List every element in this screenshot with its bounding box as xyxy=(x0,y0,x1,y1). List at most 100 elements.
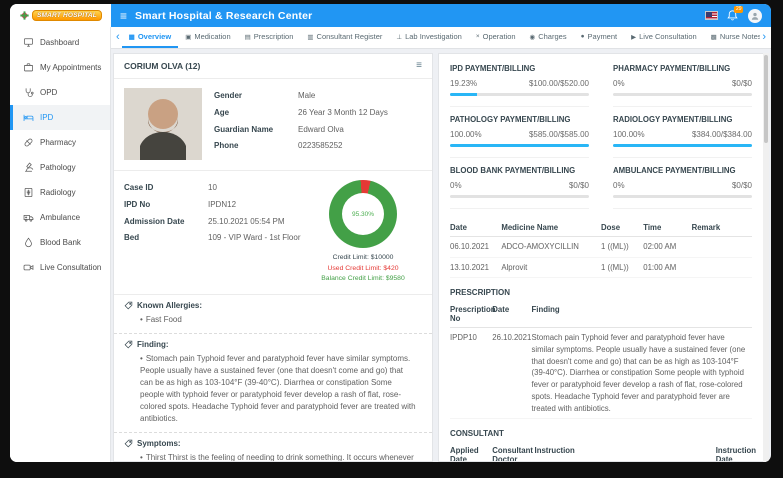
progress-bar xyxy=(450,195,589,198)
progress-bar xyxy=(613,195,752,198)
vertical-scrollbar[interactable] xyxy=(763,53,769,462)
tab-medication[interactable]: ▣ Medication xyxy=(185,32,231,41)
progress-bar xyxy=(613,144,752,147)
billing-summary-panel: IPD PAYMENT/BILLING 19.23% $100.00/$520.0… xyxy=(438,53,769,462)
billing-percent: 0% xyxy=(613,79,625,88)
ipd-no-value: IPDN12 xyxy=(208,199,237,209)
sidebar-item-ipd[interactable]: IPD xyxy=(10,105,110,130)
medication-row: 13.10.2021 Alprovit 1 ((ML)) 01:00 AM xyxy=(450,257,752,279)
billing-card-pathology: PATHOLOGY PAYMENT/BILLING 100.00% $585.00… xyxy=(450,113,589,158)
prescription-section-title: PRESCRIPTION xyxy=(450,288,511,298)
billing-card-blood-bank: BLOOD BANK PAYMENT/BILLING 0% $0/$0 xyxy=(450,164,589,209)
tab-nurse-notes[interactable]: ▩ Nurse Notes xyxy=(710,32,761,41)
tab-charges[interactable]: ◉ Charges xyxy=(529,32,567,41)
finding-text: Stomach pain Typhoid fever and paratypho… xyxy=(140,353,416,423)
sidebar-toggle-icon[interactable]: ≡ xyxy=(120,8,128,23)
patient-name: CORIUM OLVA (12) xyxy=(124,61,201,71)
sidebar-item-radiology[interactable]: Radiology xyxy=(10,180,110,205)
tabs-scroll-left[interactable]: ‹ xyxy=(116,31,120,43)
medication-row: 06.10.2021 ADCO-AMOXYCILLIN 1 ((ML)) 02:00 … xyxy=(450,236,752,258)
tab-payment[interactable]: ● Payment xyxy=(580,32,618,41)
sidebar-item-pathology[interactable]: Pathology xyxy=(10,155,110,180)
sidebar-item-live-consultation[interactable]: Live Consultation xyxy=(10,255,110,280)
billing-percent: 0% xyxy=(450,181,462,190)
medication-table: Date Medicine Name Dose Time Remark 06.1… xyxy=(450,219,752,279)
symptoms-text: Thirst Thirst is the feeling of needing … xyxy=(145,452,414,462)
user-avatar[interactable] xyxy=(748,8,762,23)
consultant-register-icon: ▥ xyxy=(307,33,314,41)
patient-tabs: ‹ ▦ Overview ▣ Medication ▤ Prescription ▥ C… xyxy=(111,27,771,49)
logo[interactable]: SMART HOSPITAL xyxy=(10,4,111,27)
tabs-strip: ▦ Overview ▣ Medication ▤ Prescription ▥ Con… xyxy=(121,27,761,48)
sidebar: Dashboard My Appointments OPD IPD Pharma… xyxy=(10,27,111,462)
user-icon xyxy=(751,12,759,20)
header-bar: ≡ Smart Hospital & Research Center 29 xyxy=(111,4,771,27)
tab-operation[interactable]: × Operation xyxy=(475,32,516,41)
microscope-icon xyxy=(23,162,34,173)
sidebar-item-my-appointments[interactable]: My Appointments xyxy=(10,55,110,80)
guardian-value: Edward Olva xyxy=(298,124,344,134)
card-menu-icon[interactable]: ≡ xyxy=(416,60,422,71)
ambulance-icon xyxy=(23,212,34,223)
patient-photo xyxy=(124,88,202,160)
credit-summary: Credit Limit: $10000 Used Credit Limit: … xyxy=(321,253,405,285)
tab-overview[interactable]: ▦ Overview xyxy=(121,27,179,48)
tabs-scroll-right[interactable]: › xyxy=(762,31,766,43)
credit-donut-chart: 95.30% xyxy=(329,180,397,248)
admission-date-value: 25.10.2021 05:54 PM xyxy=(208,216,285,226)
billing-card-ipd: IPD PAYMENT/BILLING 19.23% $100.00/$520.0… xyxy=(450,62,589,107)
billing-amount: $0/$0 xyxy=(731,181,752,190)
payment-icon: ● xyxy=(580,33,585,40)
sidebar-item-blood-bank[interactable]: Blood Bank xyxy=(10,230,110,255)
gender-value: Male xyxy=(298,91,316,100)
overview-icon: ▦ xyxy=(128,33,135,41)
sidebar-item-ambulance[interactable]: Ambulance xyxy=(10,205,110,230)
tab-prescription[interactable]: ▤ Prescription xyxy=(244,32,294,41)
finding-section: Finding: • Stomach pain Typhoid fever and… xyxy=(114,334,432,433)
dashboard-icon xyxy=(23,37,34,48)
billing-percent: 19.23% xyxy=(450,79,478,88)
allergy-text: Fast Food xyxy=(145,314,182,324)
tab-live-consultation[interactable]: ▶ Live Consultation xyxy=(631,32,697,41)
case-id-value: 10 xyxy=(208,183,217,192)
tag-icon xyxy=(124,439,133,448)
billing-card-radiology: RADIOLOGY PAYMENT/BILLING 100.00% $384.00… xyxy=(613,113,752,158)
symptoms-section: Symptoms: • Thirst Thirst is the feeling … xyxy=(114,433,432,462)
lab-investigation-icon: ⊥ xyxy=(396,33,403,41)
prescription-icon: ▤ xyxy=(244,33,251,41)
language-flag-icon[interactable] xyxy=(705,11,718,20)
operation-icon: × xyxy=(475,33,480,40)
video-camera-icon xyxy=(23,262,34,273)
hospital-cross-icon xyxy=(19,10,30,21)
prescription-row: IPDP10 26.10.2021 Stomach pain Typhoid fev… xyxy=(450,327,752,420)
stethoscope-icon xyxy=(23,87,34,98)
used-credit-limit: Used Credit Limit: $420 xyxy=(327,264,399,272)
tab-lab-investigation[interactable]: ⊥ Lab Investigation xyxy=(396,32,462,41)
notifications-button[interactable]: 29 xyxy=(726,5,743,23)
progress-bar xyxy=(613,93,752,96)
xray-icon xyxy=(23,187,34,198)
billing-card-pharmacy: PHARMACY PAYMENT/BILLING 0% $0/$0 xyxy=(613,62,752,107)
briefcase-icon xyxy=(23,62,34,73)
progress-bar xyxy=(450,144,589,147)
logo-text: SMART HOSPITAL xyxy=(32,10,102,21)
billing-amount: $0/$0 xyxy=(731,79,752,88)
billing-percent: 100.00% xyxy=(613,130,645,139)
tag-icon xyxy=(124,340,133,349)
billing-card-ambulance: AMBULANCE PAYMENT/BILLING 0% $0/$0 xyxy=(613,164,752,209)
patient-overview-card: CORIUM OLVA (12) ≡ Gender Male Age 26 Ye xyxy=(113,53,433,462)
balance-credit-limit: Balance Credit Limit: $9580 xyxy=(321,275,405,283)
app-window: SMART HOSPITAL ≡ Smart Hospital & Resear… xyxy=(10,4,771,462)
blood-drop-icon xyxy=(23,237,34,248)
live-consultation-icon: ▶ xyxy=(631,33,637,41)
notification-badge: 29 xyxy=(734,5,743,13)
phone-value: 0223585252 xyxy=(298,141,343,151)
sidebar-item-dashboard[interactable]: Dashboard xyxy=(10,30,110,55)
tab-consultant-register[interactable]: ▥ Consultant Register xyxy=(307,32,383,41)
sidebar-item-opd[interactable]: OPD xyxy=(10,80,110,105)
billing-amount: $384.00/$384.00 xyxy=(691,130,752,139)
sidebar-item-pharmacy[interactable]: Pharmacy xyxy=(10,130,110,155)
case-details: Case ID 10 IPD No IPDN12 Admission Date 25.… xyxy=(124,180,304,285)
known-allergies-section: Known Allergies: • Fast Food xyxy=(114,295,432,334)
scrollbar-thumb[interactable] xyxy=(764,55,768,143)
